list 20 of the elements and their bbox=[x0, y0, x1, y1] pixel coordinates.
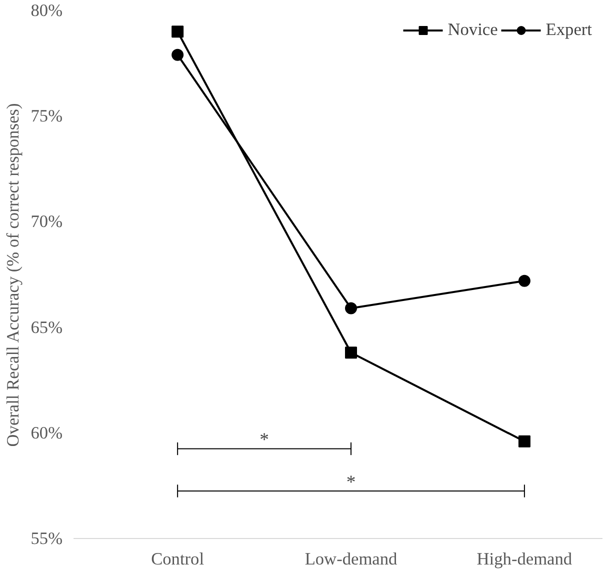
y-tick-label: 75% bbox=[30, 106, 63, 126]
annotation: * bbox=[260, 430, 269, 451]
annotation: * bbox=[346, 472, 356, 493]
x-tick-label: Control bbox=[151, 550, 204, 568]
point bbox=[172, 48, 184, 61]
y-tick-label: 55% bbox=[30, 529, 63, 548]
y-tick-label: 80% bbox=[30, 1, 63, 20]
y-tick-label: 60% bbox=[30, 423, 63, 442]
point bbox=[518, 274, 530, 287]
y-tick-label: 70% bbox=[30, 212, 63, 232]
legend-label: Expert bbox=[546, 20, 592, 40]
y-axis-title: Overall Recall Accuracy (% of correct responses) bbox=[4, 102, 23, 447]
legend-label: Novice bbox=[448, 20, 498, 40]
x-tick-label: High-demand bbox=[476, 550, 572, 568]
point bbox=[518, 435, 530, 448]
point bbox=[172, 26, 184, 38]
point bbox=[345, 346, 358, 359]
x-tick-label: Low-demand bbox=[304, 550, 398, 568]
point bbox=[345, 302, 358, 314]
y-tick-label: 65% bbox=[30, 318, 63, 337]
